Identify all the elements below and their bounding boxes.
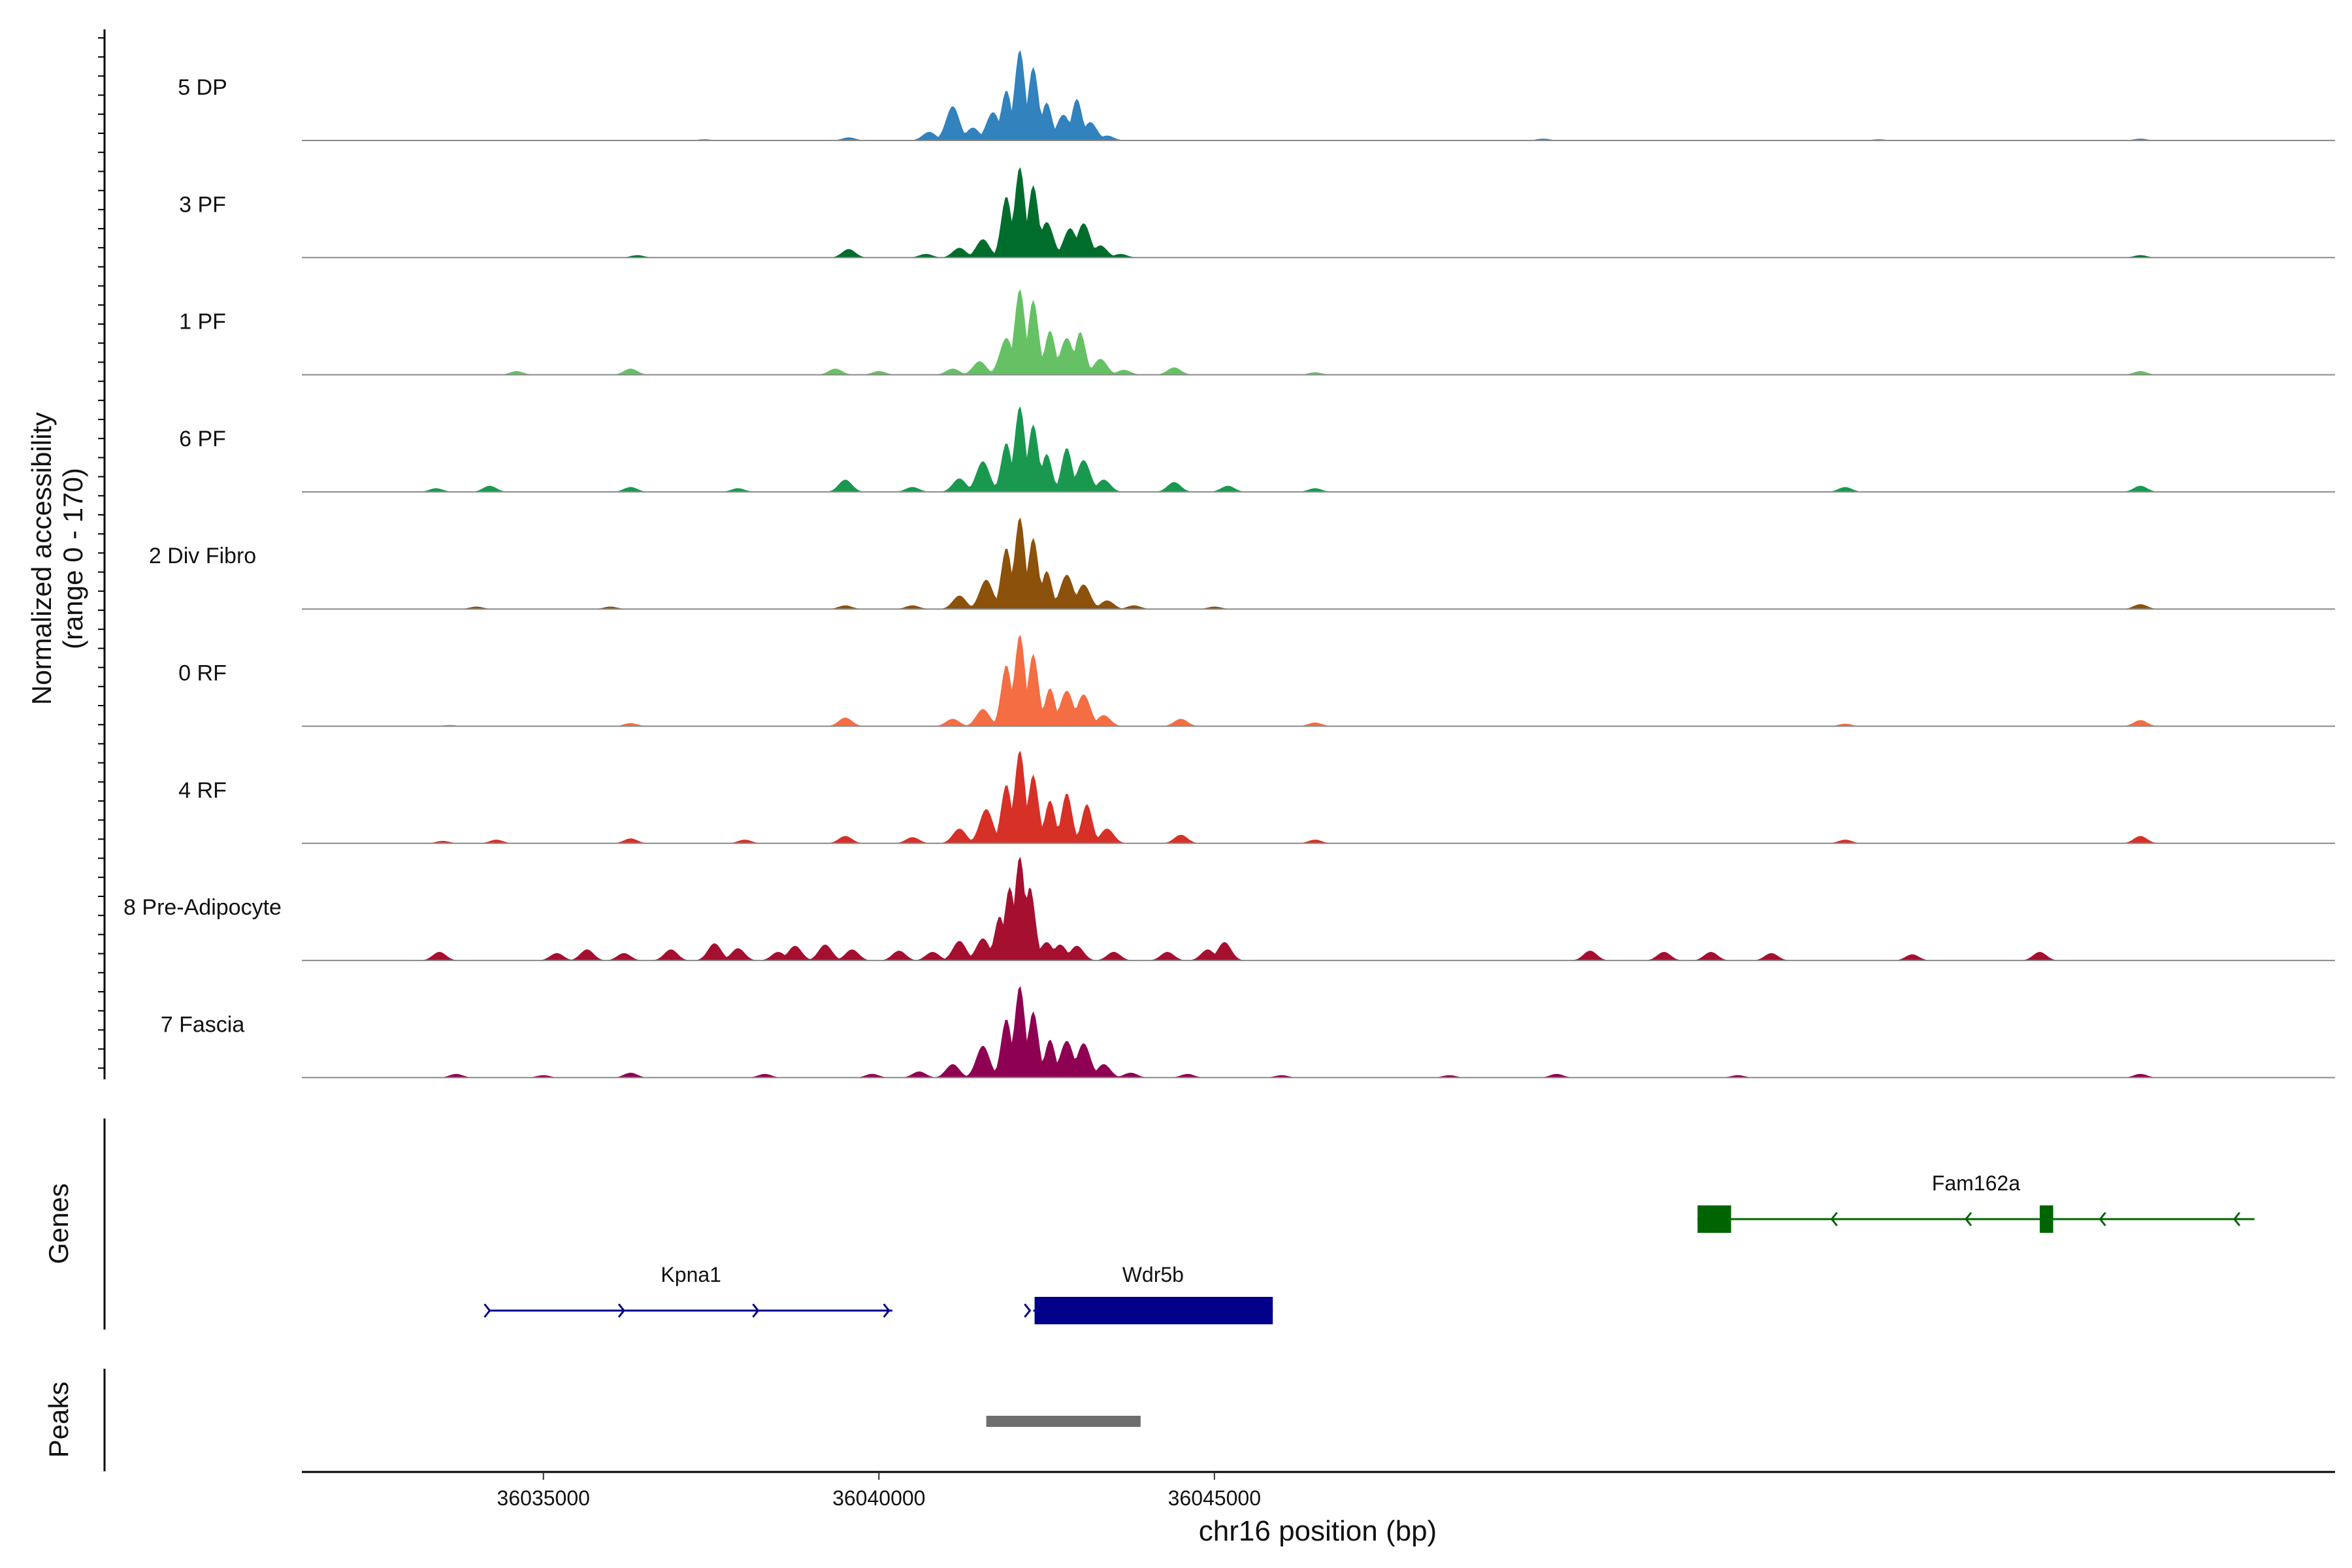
track-label: 6 PF xyxy=(179,427,226,451)
gene-name-label: Fam162a xyxy=(1932,1171,2020,1195)
gene-exon xyxy=(1697,1205,1731,1233)
track-label: 2 Div Fibro xyxy=(149,544,256,568)
gene-fam162a: Fam162a xyxy=(1697,1171,2255,1233)
peak-region xyxy=(986,1416,1141,1427)
track-1: 5 DP xyxy=(178,50,2335,141)
strand-arrow xyxy=(883,1303,890,1318)
track-label: 3 PF xyxy=(179,192,226,217)
strand-arrow xyxy=(2233,1212,2241,1226)
y-axis-range-label: (range 0 - 170) xyxy=(57,468,88,649)
gene-track: Kpna1 Wdr5b Fam162a xyxy=(483,1171,2255,1324)
strand-arrow xyxy=(1830,1212,1838,1226)
track-label: 8 Pre-Adipocyte xyxy=(123,895,282,920)
strand-arrow xyxy=(1965,1212,1972,1226)
coverage-tracks: 5 DP 3 PF 1 PF 6 PF 2 Div Fibro 0 RF 4 RF 8 Pre… xyxy=(123,50,2335,1079)
track-4: 6 PF xyxy=(179,406,2335,493)
strand-arrow xyxy=(2099,1212,2106,1226)
gene-name-label: Wdr5b xyxy=(1122,1263,1184,1286)
strand-arrow xyxy=(1024,1303,1032,1318)
coverage-y-ticks xyxy=(98,37,105,1069)
gene-kpna1: Kpna1 xyxy=(483,1263,892,1318)
track-label: 0 RF xyxy=(178,661,227,686)
track-2: 3 PF xyxy=(179,167,2335,259)
gene-name-label: Kpna1 xyxy=(661,1263,721,1286)
track-label: 7 Fascia xyxy=(161,1012,245,1037)
peak-track xyxy=(986,1416,1141,1427)
track-7: 4 RF xyxy=(178,750,2335,844)
track-8: 8 Pre-Adipocyte xyxy=(123,857,2335,962)
track-label: 4 RF xyxy=(178,778,227,803)
x-axis: 36035000 36040000 36045000 xyxy=(302,1471,2335,1510)
gene-exon xyxy=(2040,1205,2053,1233)
x-tick-label: 36045000 xyxy=(1168,1486,1261,1510)
peaks-axis-title: Peaks xyxy=(43,1382,74,1458)
x-axis-title: chr16 position (bp) xyxy=(1199,1515,1437,1547)
y-axis-title: Normalized accessibility xyxy=(26,412,57,705)
strand-arrow xyxy=(483,1303,491,1318)
strand-arrow xyxy=(617,1303,625,1318)
track-3: 1 PF xyxy=(179,289,2335,376)
gene-exon xyxy=(1034,1297,1273,1324)
track-label: 1 PF xyxy=(179,310,226,335)
left-axes xyxy=(98,29,106,1471)
strand-arrow xyxy=(752,1303,760,1318)
x-tick-label: 36040000 xyxy=(832,1486,925,1510)
track-6: 0 RF xyxy=(178,634,2335,727)
x-axis-ticks: 36035000 36040000 36045000 xyxy=(497,1472,1261,1510)
track-9: 7 Fascia xyxy=(161,986,2335,1079)
genes-axis-title: Genes xyxy=(43,1183,74,1264)
gene-wdr5b: Wdr5b xyxy=(1024,1263,1273,1324)
track-label: 5 DP xyxy=(178,75,227,100)
x-tick-label: 36035000 xyxy=(497,1486,590,1510)
track-5: 2 Div Fibro xyxy=(149,517,2335,610)
